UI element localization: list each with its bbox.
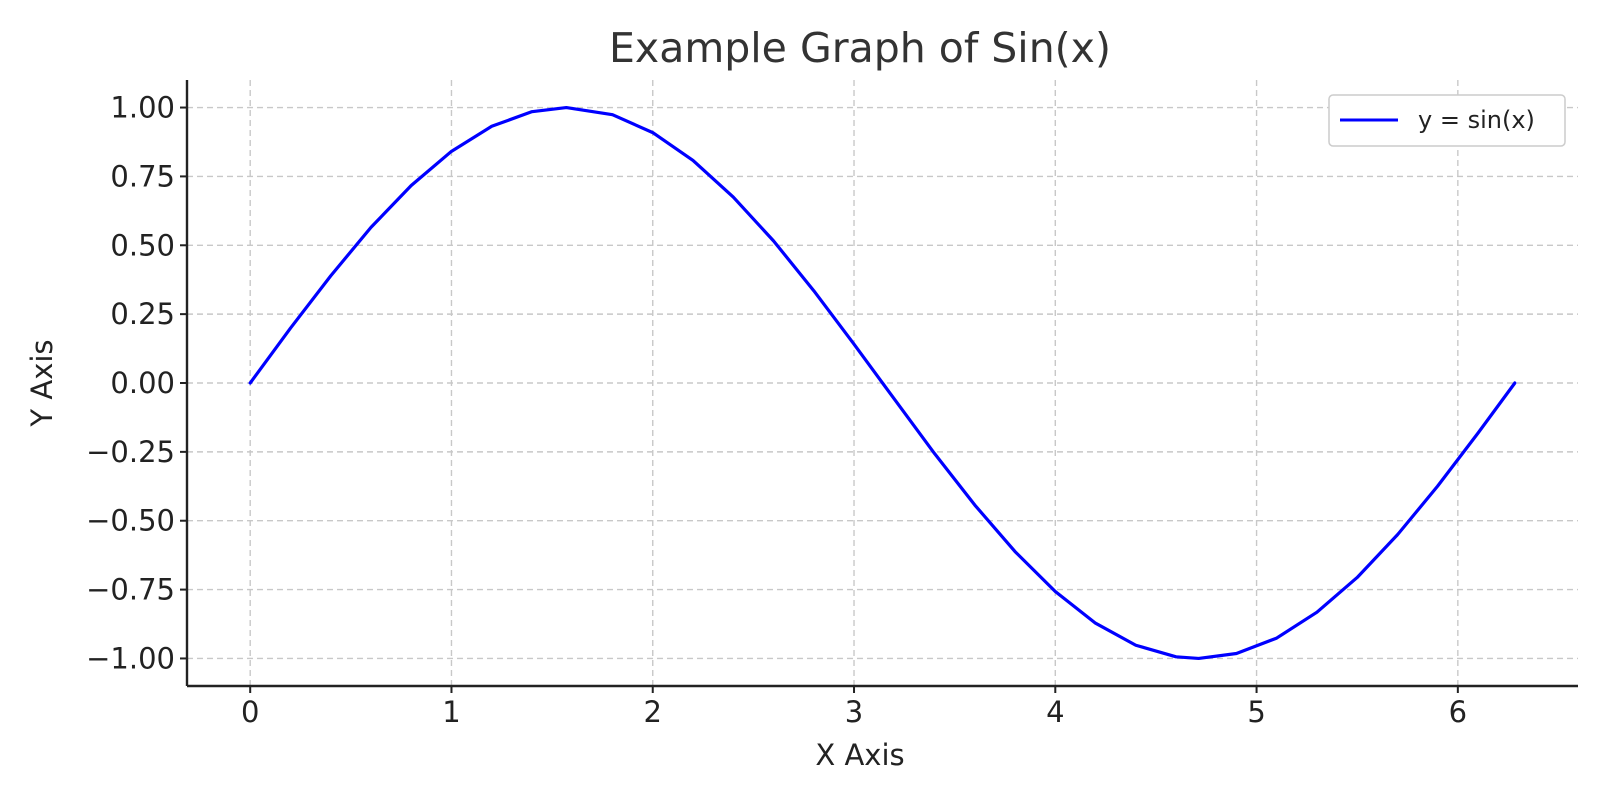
x-tick-label: 1 xyxy=(442,695,460,729)
x-axis-label: X Axis xyxy=(815,738,904,772)
y-axis-label: Y Axis xyxy=(25,339,59,427)
x-tick-label: 0 xyxy=(241,695,259,729)
x-tick-label: 6 xyxy=(1449,695,1467,729)
y-tick-label: 0.25 xyxy=(110,297,175,331)
y-tick-label: 0.00 xyxy=(110,366,175,400)
y-tick-label: 1.00 xyxy=(110,91,175,125)
y-tick-label: 0.75 xyxy=(110,159,175,193)
legend-frame xyxy=(1328,94,1566,147)
y-tick-label: −0.75 xyxy=(86,573,175,607)
y-tick-label: −0.25 xyxy=(86,435,175,469)
legend-entry-label: y = sin(x) xyxy=(1418,106,1535,134)
x-tick-label: 4 xyxy=(1046,695,1064,729)
series xyxy=(248,105,1517,661)
series-line-sin xyxy=(248,105,1517,661)
x-tick-label: 5 xyxy=(1247,695,1265,729)
x-tick-label: 3 xyxy=(845,695,863,729)
x-tick-label: 2 xyxy=(644,695,662,729)
ticks: 0 1 2 3 4 5 6 1.00 0.75 0.50 0.25 0.00 −0.25 −0.50 −0.… xyxy=(86,91,1467,729)
y-tick-label: 0.50 xyxy=(110,228,175,262)
y-tick-label: −0.50 xyxy=(86,504,175,538)
legend: y = sin(x) xyxy=(1328,94,1566,147)
chart-title: Example Graph of Sin(x) xyxy=(609,24,1111,72)
y-tick-label: −1.00 xyxy=(86,641,175,675)
